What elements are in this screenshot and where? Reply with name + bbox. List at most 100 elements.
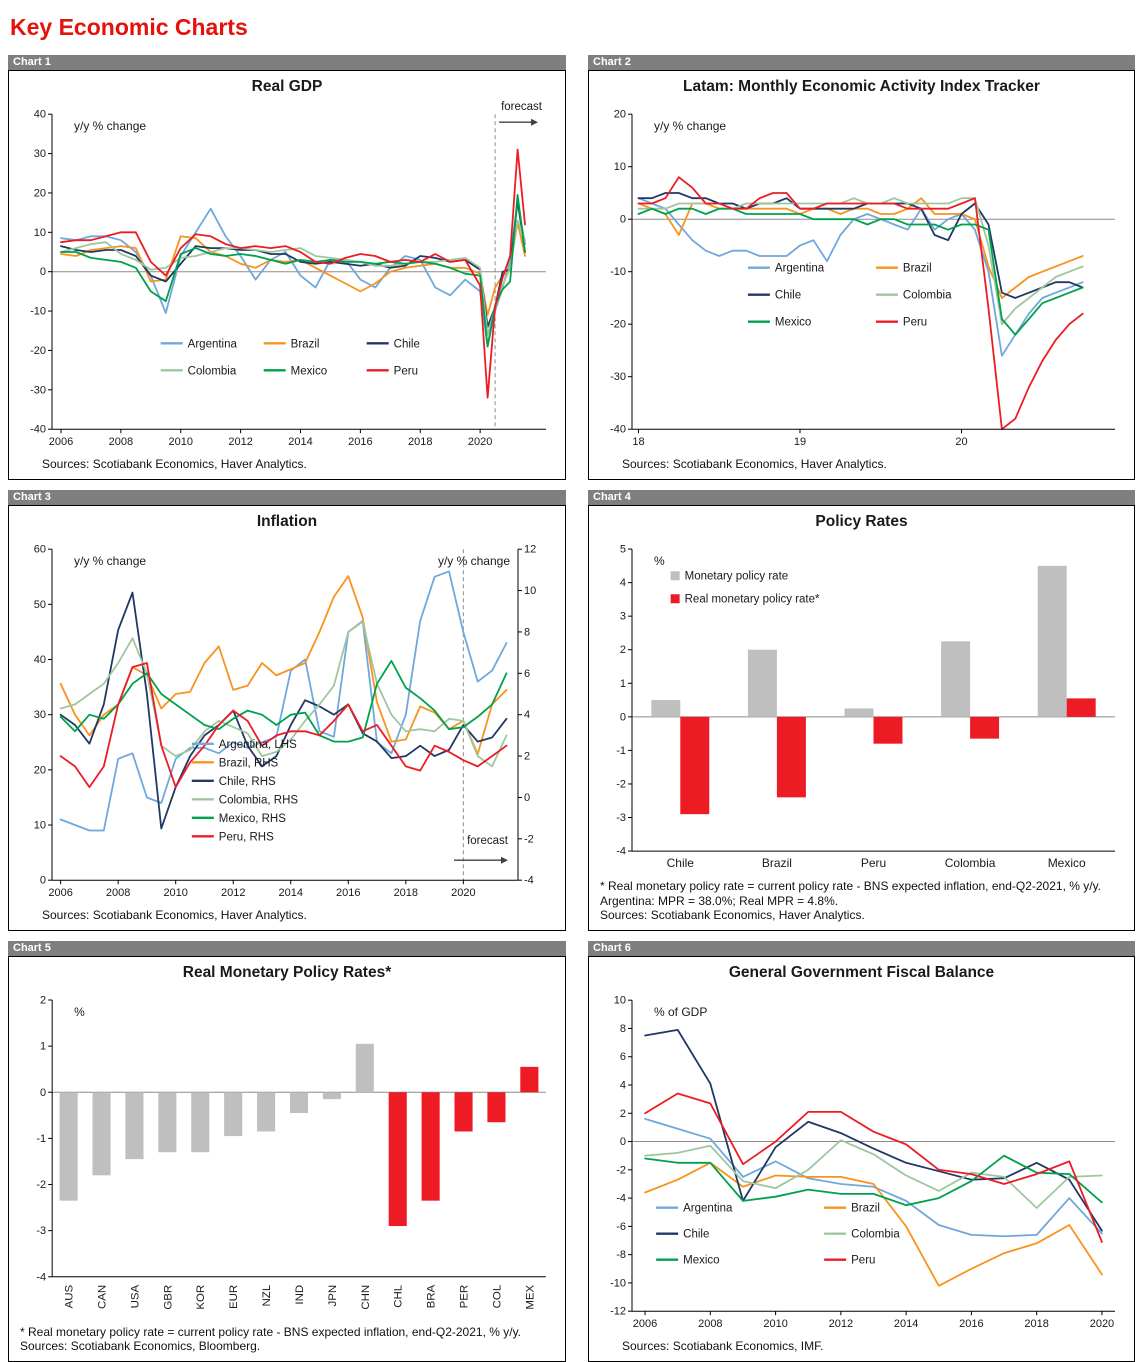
chart-6-title: General Government Fiscal Balance	[728, 964, 995, 981]
svg-text:-20: -20	[30, 345, 46, 357]
svg-text:2014: 2014	[894, 1318, 918, 1330]
page-title: Key Economic Charts	[10, 14, 248, 40]
svg-text:18: 18	[632, 436, 644, 448]
chart-6-box: General Government Fiscal Balance -12 -10…	[588, 956, 1135, 1362]
chart-1-canvas: -40 -30 -20 -10 0 10 20 30 40 2006 2008 2010 2012 201…	[30, 101, 546, 448]
chart-2-header-label: Chart 2	[588, 55, 1135, 70]
svg-text:-40: -40	[610, 424, 626, 436]
svg-text:Mexico: Mexico	[683, 1255, 719, 1267]
svg-text:1: 1	[40, 1041, 46, 1053]
svg-text:12: 12	[524, 544, 536, 556]
svg-text:forecast: forecast	[467, 835, 509, 847]
svg-text:-2: -2	[616, 778, 626, 790]
chart-4-section: Chart 4 Policy Rates Chile Brazil Peru Colo…	[588, 490, 1135, 931]
chart-1-title: Real GDP	[251, 78, 323, 95]
svg-text:5: 5	[620, 544, 626, 556]
svg-text:2008: 2008	[698, 1318, 722, 1330]
svg-text:Mexico: Mexico	[291, 365, 327, 377]
svg-text:-10: -10	[610, 266, 626, 278]
svg-text:6: 6	[620, 1051, 626, 1063]
chart-6-section: Chart 6 General Government Fiscal Balanc…	[588, 941, 1135, 1362]
svg-text:30: 30	[34, 709, 46, 721]
svg-text:0: 0	[40, 875, 46, 887]
chart-4-notes: * Real monetary policy rate = current po…	[592, 877, 1131, 928]
svg-text:-6: -6	[616, 1221, 626, 1233]
chart-5-notes: * Real monetary policy rate = current po…	[12, 1323, 562, 1359]
chart-1-header-label: Chart 1	[8, 55, 566, 70]
svg-text:30: 30	[34, 148, 46, 160]
svg-text:2016: 2016	[348, 436, 372, 448]
svg-text:Mexico: Mexico	[1048, 856, 1086, 870]
svg-text:y/y % change: y/y % change	[74, 554, 146, 568]
svg-text:10: 10	[34, 227, 46, 239]
svg-text:Chile: Chile	[394, 338, 420, 350]
svg-text:20: 20	[34, 764, 46, 776]
svg-text:10: 10	[524, 585, 536, 597]
svg-text:KOR: KOR	[195, 1285, 207, 1310]
chart-3-notes: Sources: Scotiabank Economics, Haver Ana…	[12, 906, 562, 928]
chart-4-sources: Sources: Scotiabank Economics, Haver Ana…	[600, 908, 865, 923]
svg-text:Peru: Peru	[851, 1255, 875, 1267]
svg-text:Chile: Chile	[667, 856, 695, 870]
svg-text:-4: -4	[524, 875, 534, 887]
svg-text:2008: 2008	[109, 436, 133, 448]
svg-text:8: 8	[524, 626, 530, 638]
svg-text:2006: 2006	[49, 436, 73, 448]
chart-2-canvas: -40 -30 -20 -10 0 10 20 18 19 20 y/y % change Argen…	[610, 109, 1115, 448]
svg-text:-2: -2	[524, 833, 534, 845]
svg-text:EUR: EUR	[228, 1285, 240, 1309]
chart-1-notes: Sources: Scotiabank Economics, Haver Ana…	[12, 455, 562, 477]
svg-text:y/y % change: y/y % change	[74, 119, 146, 133]
svg-text:Argentina, LHS: Argentina, LHS	[219, 739, 297, 751]
svg-text:Argentina: Argentina	[775, 263, 825, 275]
svg-text:-1: -1	[36, 1133, 46, 1145]
svg-text:PER: PER	[459, 1285, 471, 1309]
svg-text:20: 20	[34, 187, 46, 199]
chart-4-box: Policy Rates Chile Brazil Peru Colombia Mexi…	[588, 505, 1135, 931]
chart-5-footnote: * Real monetary policy rate = current po…	[20, 1324, 522, 1354]
svg-text:10: 10	[614, 161, 626, 173]
svg-text:2008: 2008	[106, 887, 130, 899]
svg-text:Real monetary policy rate*: Real monetary policy rate*	[685, 593, 820, 605]
chart-3-box: Inflation 0 10 20 30 40 50 60 -4 -2 0 2 4 6 8 10 12 2006…	[8, 505, 566, 931]
svg-text:-4: -4	[36, 1271, 46, 1283]
chart-4-title: Policy Rates	[815, 513, 908, 530]
svg-text:Monetary policy rate: Monetary policy rate	[685, 570, 789, 582]
svg-text:50: 50	[34, 599, 46, 611]
svg-text:4: 4	[620, 1080, 626, 1092]
svg-text:2010: 2010	[763, 1318, 787, 1330]
chart-3-title: Inflation	[256, 513, 318, 530]
svg-text:2014: 2014	[288, 436, 312, 448]
svg-text:40: 40	[34, 654, 46, 666]
svg-text:2006: 2006	[633, 1318, 657, 1330]
svg-text:-3: -3	[616, 812, 626, 824]
chart-4-header-label: Chart 4	[588, 490, 1135, 505]
chart-6-sources: Sources: Scotiabank Economics, IMF.	[622, 1339, 824, 1354]
svg-text:2020: 2020	[468, 436, 492, 448]
svg-text:%: %	[654, 554, 665, 568]
svg-text:2012: 2012	[829, 1318, 853, 1330]
svg-text:y/y % change: y/y % change	[438, 554, 510, 568]
svg-text:Peru: Peru	[394, 365, 418, 377]
chart-5-canvas: AUS CAN USA GBR KOR EUR NZL IND JPN CHN CHL BRA PER C…	[36, 994, 546, 1310]
svg-text:2014: 2014	[279, 887, 303, 899]
chart-5-section: Chart 5 Real Monetary Policy Rates* AUS C…	[8, 941, 566, 1362]
svg-text:Brazil: Brazil	[851, 1203, 880, 1215]
svg-text:Mexico: Mexico	[775, 317, 811, 329]
svg-text:Colombia: Colombia	[945, 856, 996, 870]
svg-text:-30: -30	[610, 371, 626, 383]
chart-6-notes: Sources: Scotiabank Economics, IMF.	[592, 1337, 1131, 1359]
svg-text:20: 20	[614, 109, 626, 121]
svg-text:0: 0	[620, 711, 626, 723]
svg-text:Argentina: Argentina	[683, 1203, 733, 1215]
svg-text:NZL: NZL	[261, 1285, 273, 1307]
svg-text:USA: USA	[129, 1284, 141, 1308]
svg-text:IND: IND	[294, 1285, 306, 1305]
svg-text:Colombia: Colombia	[903, 290, 952, 302]
svg-text:2016: 2016	[336, 887, 360, 899]
svg-text:-12: -12	[610, 1306, 626, 1318]
svg-text:0: 0	[620, 1136, 626, 1148]
chart-1-sources: Sources: Scotiabank Economics, Haver Ana…	[42, 457, 307, 472]
svg-text:2006: 2006	[48, 887, 72, 899]
